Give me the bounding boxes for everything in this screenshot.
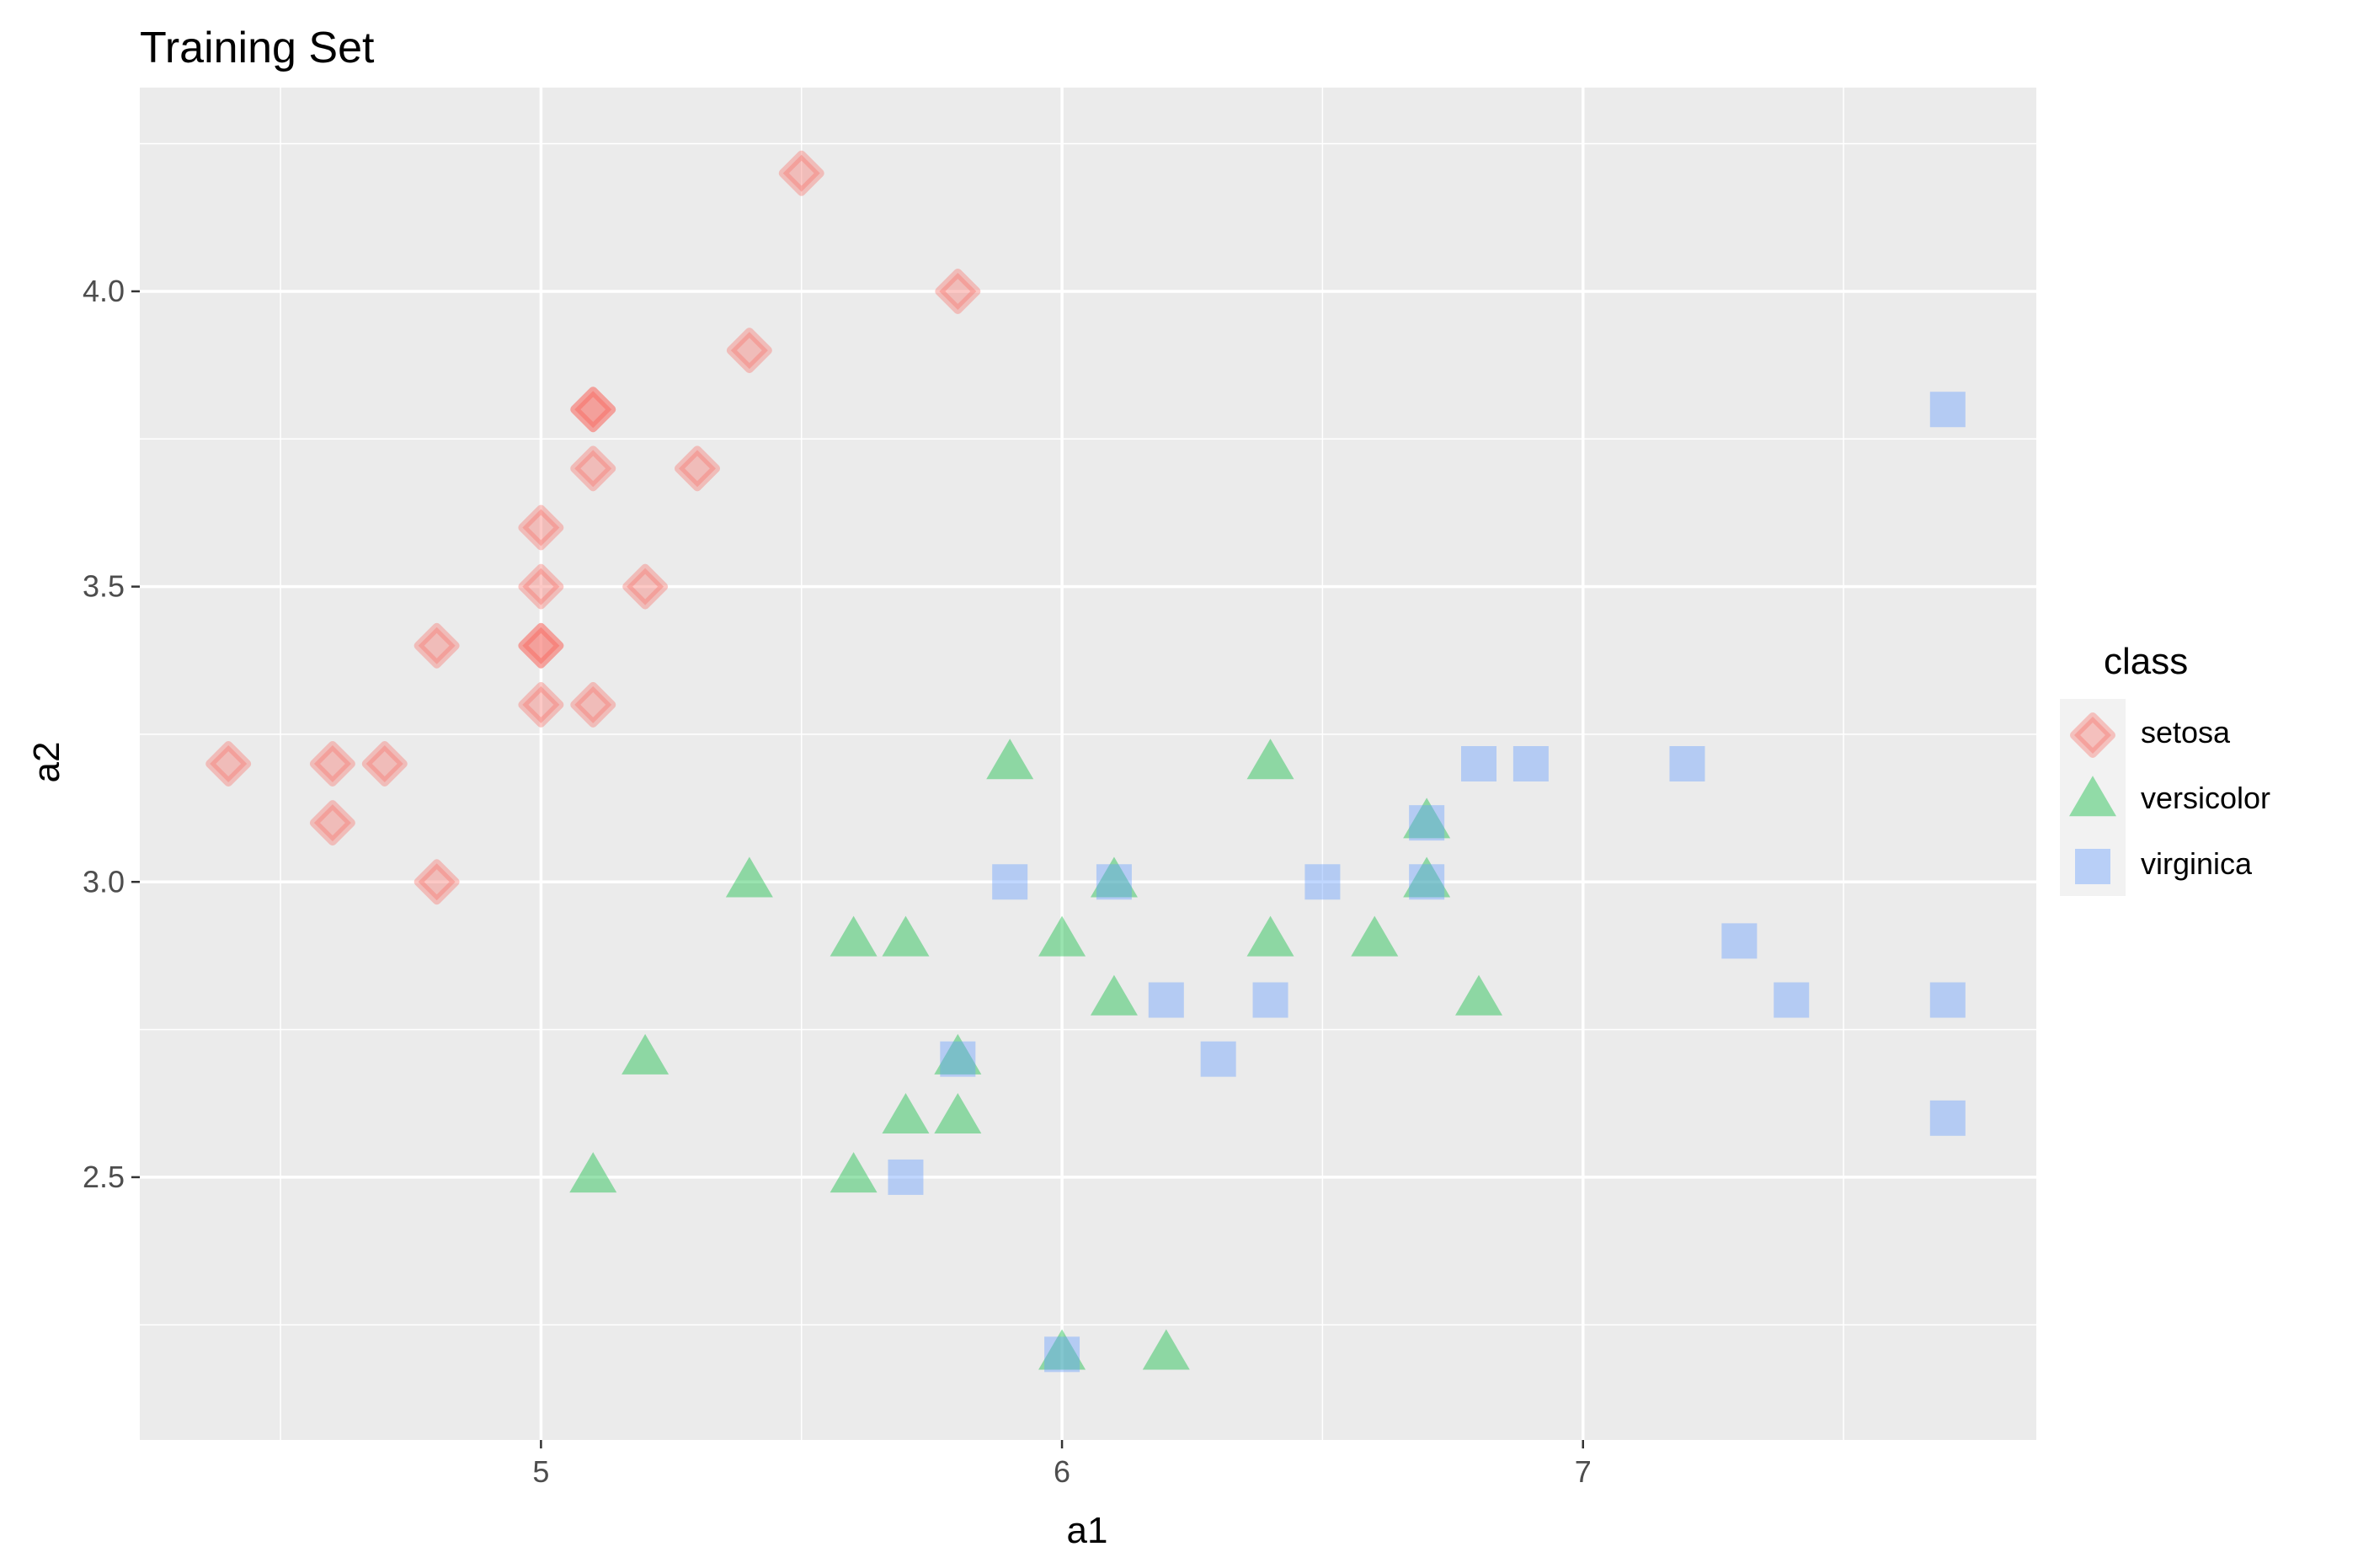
virginica-point	[888, 1159, 924, 1195]
versicolor-point	[1090, 856, 1138, 898]
x-axis-ticks: 5 6 7	[532, 1440, 1592, 1489]
legend-label-setosa: setosa	[2141, 715, 2231, 749]
y-tick-label: 4.0	[83, 274, 125, 308]
x-tick-label: 5	[532, 1454, 549, 1489]
virginica-point	[1200, 1041, 1236, 1077]
data-points	[205, 150, 1966, 1373]
chart-title: Training Set	[140, 24, 375, 72]
versicolor-point	[1038, 1329, 1086, 1370]
virginica-point	[1512, 746, 1549, 781]
versicolor-point	[934, 1033, 982, 1075]
virginica-point	[1721, 923, 1758, 959]
versicolor-point	[882, 915, 930, 957]
x-tick-label: 7	[1575, 1454, 1592, 1489]
versicolor-point	[882, 1093, 930, 1134]
virginica-point	[1929, 1100, 1966, 1136]
versicolor-point	[934, 1093, 982, 1134]
virginica-point	[940, 1041, 976, 1077]
virginica-point	[1929, 392, 1966, 428]
virginica-point	[1096, 864, 1132, 900]
versicolor-point	[725, 856, 773, 898]
virginica-point	[1774, 982, 1810, 1018]
setosa-point	[518, 622, 564, 669]
legend-key-virginica	[2075, 849, 2110, 884]
versicolor-point	[569, 1152, 617, 1193]
setosa-point	[570, 387, 616, 433]
setosa-point	[361, 741, 408, 787]
legend-key-setosa	[2070, 712, 2115, 758]
setosa-point	[935, 268, 981, 314]
legend-key-background	[2060, 765, 2126, 830]
versicolor-point	[1142, 1329, 1190, 1370]
versicolor-point	[1246, 915, 1294, 957]
y-tick-label: 2.5	[83, 1160, 125, 1194]
x-tick-label: 6	[1054, 1454, 1070, 1489]
setosa-point	[778, 150, 824, 196]
versicolor-point	[1351, 915, 1399, 957]
setosa-point	[674, 445, 720, 492]
major-gridlines	[140, 88, 2036, 1440]
setosa-point	[570, 445, 616, 492]
setosa-point	[518, 681, 564, 728]
versicolor-point	[830, 1152, 878, 1193]
y-axis-ticks: 2.5 3.0 3.5 4.0	[83, 274, 140, 1194]
legend-key-background	[2060, 830, 2126, 896]
virginica-point	[1252, 982, 1288, 1018]
versicolor-point	[830, 915, 878, 957]
virginica-point	[1148, 982, 1184, 1018]
setosa-point	[309, 741, 355, 787]
virginica-point	[1669, 746, 1705, 781]
setosa-point	[570, 387, 616, 433]
setosa-point	[726, 328, 772, 374]
versicolor-point	[1403, 797, 1451, 839]
virginica-point	[1461, 746, 1497, 781]
y-tick-label: 3.0	[83, 864, 125, 899]
y-tick-label: 3.5	[83, 569, 125, 604]
virginica-point	[992, 864, 1028, 900]
setosa-point	[570, 681, 616, 728]
legend-title: class	[2104, 641, 2188, 682]
virginica-point	[1409, 864, 1445, 900]
setosa-point	[622, 563, 669, 610]
setosa-point	[413, 622, 460, 669]
legend-label-versicolor: versicolor	[2141, 781, 2270, 815]
virginica-point	[1044, 1336, 1080, 1373]
y-axis-title: a2	[26, 742, 67, 783]
series-versicolor	[569, 739, 1503, 1370]
legend-key-background	[2060, 699, 2126, 765]
plot-panel	[140, 88, 2036, 1440]
minor-gridlines	[140, 88, 2036, 1440]
versicolor-point	[622, 1033, 670, 1075]
legend-key-versicolor	[2069, 776, 2116, 817]
series-setosa	[205, 150, 981, 905]
virginica-point	[1304, 864, 1341, 900]
versicolor-point	[1403, 856, 1451, 898]
versicolor-point	[1038, 915, 1086, 957]
setosa-point	[309, 800, 355, 846]
setosa-point	[518, 563, 564, 610]
versicolor-point	[1090, 974, 1138, 1016]
setosa-point	[205, 741, 252, 787]
setosa-point	[413, 859, 460, 905]
virginica-point	[1929, 982, 1966, 1018]
legend: class setosa versicolor virginica	[2060, 641, 2270, 896]
versicolor-point	[1455, 974, 1503, 1016]
legend-label-virginica: virginica	[2141, 846, 2253, 881]
setosa-point	[518, 622, 564, 669]
versicolor-point	[986, 739, 1034, 780]
setosa-point	[518, 504, 564, 551]
versicolor-point	[1246, 739, 1294, 780]
virginica-point	[1409, 805, 1445, 841]
x-axis-title: a1	[1067, 1510, 1108, 1551]
series-virginica	[888, 392, 1966, 1373]
